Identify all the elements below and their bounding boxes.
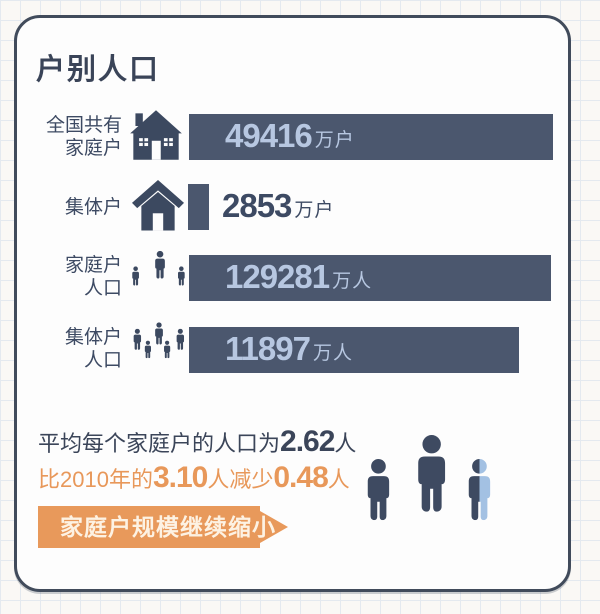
bar-household-population: 129281 万人 [189,255,551,301]
bar-value: 49416 [225,117,313,154]
bar-value: 11897 [225,330,311,367]
average-size-value: 2.62 [280,425,335,458]
family-icon [123,250,187,302]
bar-collective-population: 11897 万人 [189,327,519,373]
crowd-icon [123,320,187,375]
comparison-statement: 比2010年的3.10人减少0.48人 [38,461,350,494]
page-title: 户别人口 [36,54,161,86]
bar-value: 2853 [222,187,292,224]
bar-value: 129281 [225,258,330,295]
bar-unit: 万户 [314,130,355,151]
row-label-collective-households: 集体户 [64,197,122,218]
conclusion-banner: 家庭户规模继续缩小 [38,506,288,548]
bar-unit: 万户 [294,200,335,221]
row-label-total-households: 全国共有 家庭户 [45,115,122,159]
bar-unit: 万人 [312,343,353,364]
conclusion-banner-text: 家庭户规模继续缩小 [60,514,276,540]
house-detailed-icon [127,107,185,164]
family-size-illustration-icon [330,428,500,558]
decrease-value: 0.48 [273,461,328,494]
row-label-collective-population: 集体户 人口 [64,327,122,371]
bar-collective-households [188,184,209,230]
bar-total-households: 49416 万户 [189,114,553,160]
row-label-household-population: 家庭户 人口 [64,255,122,299]
average-size-statement: 平均每个家庭户的人口为2.62人 [38,425,357,458]
bar-unit: 万人 [332,271,373,292]
house-simple-icon [131,180,185,232]
value-collective-households: 2853 万户 [222,184,334,230]
previous-size-value: 3.10 [152,461,208,494]
